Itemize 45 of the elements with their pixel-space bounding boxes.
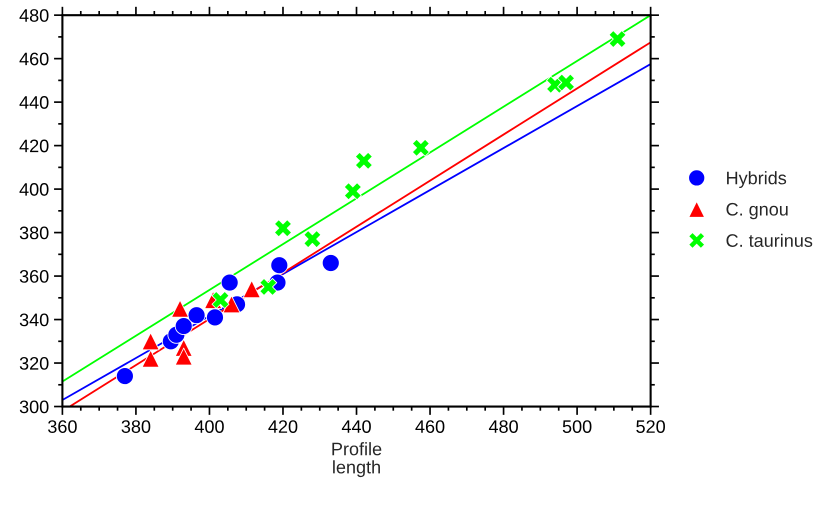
x-tick-label: 440 (342, 420, 371, 433)
point (116, 367, 134, 386)
x-tick-label: 480 (488, 420, 518, 433)
point (412, 138, 430, 157)
point (242, 280, 261, 298)
point (174, 317, 193, 335)
y-tick-label: 400 (20, 183, 48, 196)
legend-label: C. taurinus (726, 234, 812, 247)
x-tick-label: 520 (636, 420, 665, 433)
x-tick-label: 500 (562, 420, 592, 433)
x-tick-label: 360 (48, 420, 77, 433)
point (212, 291, 230, 309)
y-tick-label: 300 (20, 400, 48, 414)
point (220, 274, 239, 292)
point (259, 278, 278, 296)
point (142, 350, 160, 368)
point (171, 300, 189, 318)
x-tick-label: 380 (122, 420, 150, 433)
point (322, 254, 340, 272)
point (270, 256, 288, 274)
point (303, 230, 322, 248)
y-tick-label: 420 (20, 140, 48, 152)
point (174, 348, 193, 366)
y-tick-label: 320 (20, 356, 48, 370)
point (344, 182, 362, 200)
y-tick-label: 440 (20, 96, 48, 109)
point (188, 306, 206, 324)
point (354, 152, 373, 170)
legend-label: Hybrids (727, 171, 786, 188)
x-axis-title: Profile length (332, 442, 382, 478)
y-tick-label: 480 (20, 9, 48, 22)
y-tick-label: 460 (20, 52, 48, 66)
y-tick-label: 340 (20, 313, 48, 326)
point (222, 295, 240, 314)
point (206, 308, 224, 326)
x-tick-label: 400 (194, 420, 224, 433)
x-tick-label: 460 (415, 420, 444, 433)
point (557, 74, 575, 92)
x-tick-label: 420 (268, 420, 298, 433)
point (142, 332, 160, 350)
point (608, 30, 626, 48)
y-tick-label: 380 (20, 226, 48, 240)
y-tick-label: 360 (20, 270, 48, 283)
legend-label: C. gnou (726, 202, 788, 220)
point (274, 219, 292, 238)
